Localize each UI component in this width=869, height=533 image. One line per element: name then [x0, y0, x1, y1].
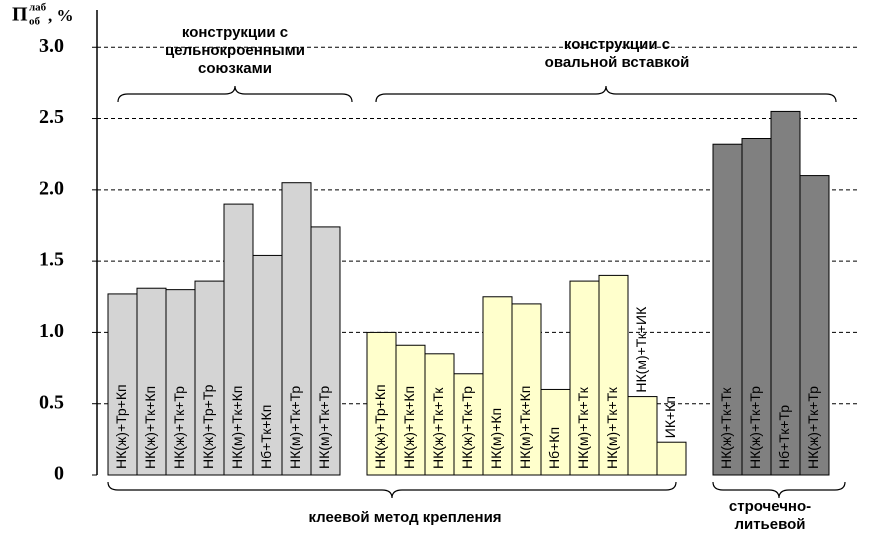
bar [310, 226, 341, 476]
bar [656, 441, 687, 476]
bar [252, 254, 283, 476]
bar-label: НК(ж)+Тк+Тк [430, 387, 446, 469]
bar [165, 289, 196, 476]
bar-label: НК(м)+Тк+Кп [517, 386, 533, 469]
bar-label: НК(м)+Тк+ИК [633, 306, 649, 393]
bar [107, 293, 138, 476]
brace [107, 481, 677, 499]
bar-label: Нб+Кп [546, 427, 562, 469]
annotation: клеевой метод крепления [308, 509, 501, 526]
bar-label: НК(ж)+Тк+Тк [718, 387, 734, 469]
bar [540, 388, 571, 476]
y-tick-label: 0 [54, 463, 64, 485]
y-tick-label: 3.0 [39, 35, 64, 57]
bar-label: НК(ж)+Тк+Тр [805, 386, 821, 469]
bar-label: ИК+Кп [662, 396, 678, 438]
bar [770, 110, 801, 476]
bar-label: НК(м)+Кп [488, 408, 504, 469]
bar-label: НК(м)+Тк+Кп [229, 386, 245, 469]
y-axis-unit: , % [48, 6, 74, 25]
bar-label: НК(м)+Тк+Тр [316, 386, 332, 469]
bar-label: НК(ж)+Тр+Кп [113, 384, 129, 469]
bar-label: НК(м)+Тк+Тр [287, 386, 303, 469]
annotation: литьевой [734, 516, 805, 533]
bar-label: НК(ж)+Тк+Кп [142, 386, 158, 469]
y-tick-label: 0.5 [39, 391, 64, 413]
bar [511, 303, 542, 476]
bar-label: НК(ж)+Тк+Тр [459, 386, 475, 469]
annotation: союзками [198, 60, 272, 77]
bar [136, 287, 167, 476]
annotation: цельнокроенными [165, 42, 305, 59]
y-tick-label: 2.0 [39, 177, 64, 199]
bar [712, 143, 743, 476]
y-axis-label-sup: лаб [29, 2, 47, 14]
bar [569, 280, 600, 476]
bar-label: НК(ж)+Тк+Тр [747, 386, 763, 469]
bar-label: НК(ж)+Тк+Тр [171, 386, 187, 469]
bar-label: НК(ж)+Тр+Тр [200, 384, 216, 469]
y-axis-label: П [12, 4, 28, 26]
brace [712, 481, 846, 499]
bar [194, 280, 225, 476]
bar-label: НК(ж)+Тр+Кп [372, 384, 388, 469]
annotation: конструкции с [182, 24, 288, 41]
annotation: конструкции с [564, 36, 670, 53]
bar-label: Нб+Тк+Кп [258, 405, 274, 469]
y-tick-label: 1.0 [39, 320, 64, 342]
bar-label: НК(ж)+Тк+Кп [401, 386, 417, 469]
bar [395, 344, 426, 476]
annotation: овальной вставкой [545, 54, 690, 71]
bar [799, 175, 830, 476]
brace [117, 85, 353, 103]
y-axis-label-sub: об [29, 16, 41, 28]
bar-label: НК(м)+Тк+Тк [604, 386, 620, 469]
bar [627, 396, 658, 476]
bar [223, 203, 254, 476]
bar [482, 296, 513, 476]
y-tick-label: 2.5 [39, 106, 64, 128]
bar [424, 353, 455, 476]
bar [281, 182, 312, 476]
bar-label: Нб+Тк+Тр [776, 405, 792, 469]
y-tick-label: 1.5 [39, 249, 64, 271]
bar [598, 274, 629, 476]
bar-label: НК(м)+Тк+Тк [575, 386, 591, 469]
brace [375, 85, 837, 103]
bar [366, 331, 397, 476]
annotation: строчечно- [729, 498, 811, 515]
